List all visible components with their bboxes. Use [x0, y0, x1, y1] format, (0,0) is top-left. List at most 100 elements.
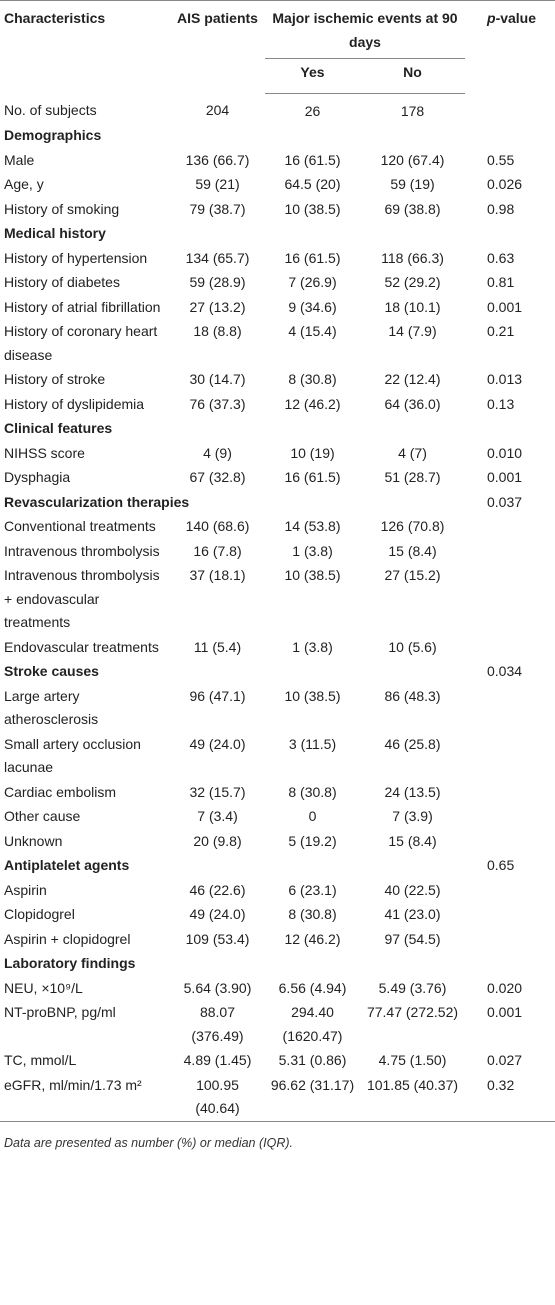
cell: 5.31 (0.86) — [278, 1052, 347, 1068]
cell: 16 (7.8) — [193, 542, 242, 559]
cell — [465, 515, 555, 540]
cell — [465, 732, 555, 780]
cell: 120 (67.4) — [380, 151, 445, 168]
section-title: Stroke causes — [4, 663, 99, 679]
cell: 59 (19) — [390, 176, 435, 192]
row-label: History of hypertension — [4, 249, 148, 266]
row-label: Intravenous thrombolysis — [4, 542, 160, 559]
cell: 96 (47.1) — [189, 687, 246, 704]
table-row: Unknown 20 (9.8) 5 (19.2) 15 (8.4) — [0, 829, 555, 854]
cell: 101.85 (40.37) — [366, 1076, 459, 1093]
cell: 136 (66.7) — [185, 151, 250, 168]
table-row: Aspirin 46 (22.6) 6 (23.1) 40 (22.5) — [0, 878, 555, 903]
cell: 41 (23.0) — [384, 906, 441, 922]
row-label: Large artery atherosclerosis — [4, 687, 99, 728]
cell: 15 (8.4) — [388, 542, 437, 559]
section-row: Stroke causes 0.034 — [0, 660, 555, 685]
cell — [465, 952, 555, 977]
row-label: Intravenous thrombolysis + endovascular … — [4, 567, 160, 630]
row-label: History of stroke — [4, 371, 106, 387]
cell: 0.63 — [487, 249, 515, 266]
row-label: NIHSS score — [4, 444, 85, 461]
footnote: Data are presented as number (%) or medi… — [4, 1136, 294, 1150]
cell: 37 (18.1) — [189, 567, 246, 583]
cell: 16 (61.5) — [284, 151, 341, 168]
cell: 59 (21) — [195, 176, 240, 192]
cell: 118 (66.3) — [381, 249, 444, 266]
row-label: NEU, ×10⁹/L — [4, 979, 83, 996]
cell: 204 — [205, 102, 230, 118]
cell: 64.5 (20) — [284, 176, 341, 192]
row-label: Male — [4, 151, 35, 168]
header-cell: Characteristics — [4, 10, 106, 26]
cell: 77.47 (272.52) — [366, 1004, 459, 1020]
table-row: Intravenous thrombolysis + endovascular … — [0, 564, 555, 636]
cell: 46 (25.8) — [384, 735, 441, 752]
cell — [465, 635, 555, 660]
cell — [465, 829, 555, 854]
cell: 100.95 (40.64) — [195, 1076, 240, 1117]
cell — [465, 780, 555, 805]
row-label: No. of subjects — [4, 102, 97, 118]
section-row: Clinical features — [0, 417, 555, 442]
table-row: Cardiac embolism 32 (15.7) 8 (30.8) 24 (13.… — [0, 780, 555, 805]
cell: 15 (8.4) — [388, 832, 437, 849]
row-label: eGFR, ml/min/1.73 m² — [4, 1076, 142, 1093]
cell: 1 (3.8) — [292, 638, 333, 655]
row-label: Aspirin + clopidogrel — [4, 930, 131, 947]
cell: 140 (68.6) — [185, 518, 250, 534]
cell: 134 (65.7) — [185, 249, 250, 266]
table-row: NIHSS score 4 (9) 10 (19) 4 (7) 0.010 — [0, 441, 555, 466]
cell: 24 (13.5) — [384, 783, 441, 800]
row-label: History of coronary heart disease — [4, 323, 158, 363]
cell: 0.001 — [487, 298, 523, 315]
section-title: Demographics — [4, 127, 102, 143]
cell: 4.75 (1.50) — [378, 1052, 447, 1068]
cell: 49 (24.0) — [189, 735, 246, 752]
row-label: Aspirin — [4, 881, 47, 898]
cell: 64 (36.0) — [384, 395, 441, 412]
cell: 0 — [308, 808, 317, 824]
cell: 79 (38.7) — [189, 200, 246, 217]
cell: 7 (26.9) — [288, 274, 337, 290]
cell: 109 (53.4) — [185, 930, 250, 947]
cell: 0.98 — [487, 200, 515, 217]
cell: 40 (22.5) — [384, 881, 441, 898]
cell: 67 (32.8) — [189, 469, 246, 485]
cell: 0.026 — [487, 176, 523, 192]
table-row: Clopidogrel 49 (24.0) 8 (30.8) 41 (23.0) — [0, 903, 555, 928]
row-label: History of dyslipidemia — [4, 395, 145, 412]
cell: 10 (38.5) — [284, 200, 341, 217]
table-row: No. of subjects 204 26 178 — [0, 93, 555, 124]
cell: 16 (61.5) — [284, 249, 341, 266]
cell: 22 (12.4) — [384, 371, 441, 387]
cell: 12 (46.2) — [284, 395, 341, 412]
cell — [465, 927, 555, 952]
cell: 12 (46.2) — [284, 930, 341, 947]
section-title: Laboratory findings — [4, 955, 136, 971]
cell: 26 — [304, 102, 321, 119]
row-label: Unknown — [4, 832, 63, 849]
row-label: History of smoking — [4, 200, 120, 217]
cell: 10 (38.5) — [284, 567, 341, 583]
cell: 30 (14.7) — [189, 371, 246, 387]
cell: 178 — [400, 102, 425, 119]
table-row: History of coronary heart disease 18 (8.8… — [0, 320, 555, 368]
cell: 10 (5.6) — [388, 638, 437, 655]
cell: 294.40 (1620.47) — [282, 1004, 343, 1044]
cell: 0.65 — [487, 857, 515, 873]
header-cell: No — [360, 58, 465, 94]
header-cell: Major ischemic events at 90 days — [265, 0, 465, 59]
cell: 4 (9) — [203, 444, 232, 461]
cell: 8 (30.8) — [288, 783, 337, 800]
cell: 4 (7) — [398, 444, 427, 461]
table-row: History of atrial fibrillation 27 (13.2) 9… — [0, 295, 555, 320]
cell — [465, 805, 555, 830]
cell — [465, 222, 555, 247]
cell: 7 (3.9) — [392, 808, 433, 824]
row-label: TC, mmol/L — [4, 1052, 77, 1068]
cell: 0.55 — [487, 151, 515, 168]
cell: 4 (15.4) — [288, 323, 337, 339]
table-row: Dysphagia 67 (32.8) 16 (61.5) 51 (28.7) 0.00… — [0, 466, 555, 491]
